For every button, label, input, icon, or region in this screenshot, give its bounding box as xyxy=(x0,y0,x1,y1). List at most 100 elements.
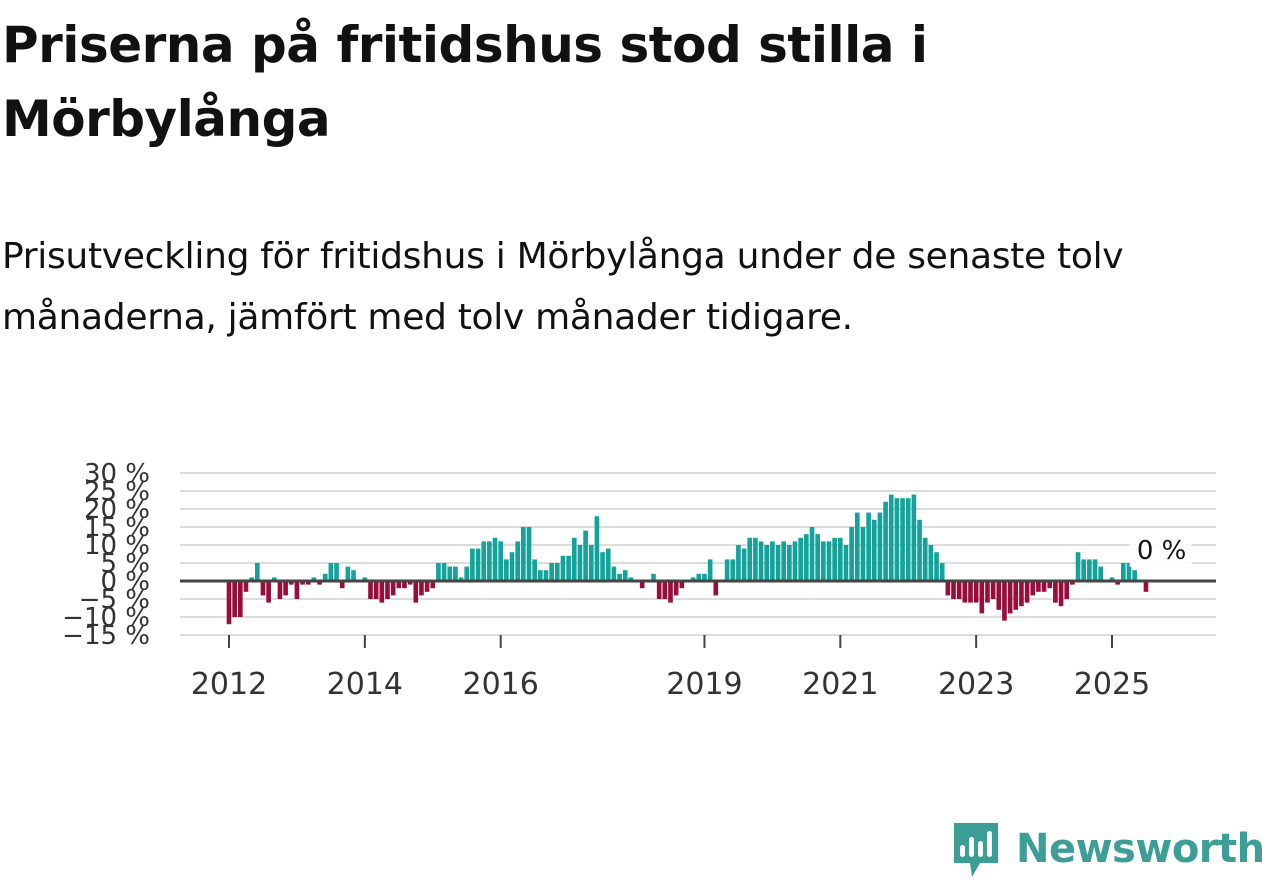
bar xyxy=(917,519,922,581)
bar xyxy=(973,581,979,603)
bar xyxy=(928,545,934,581)
bar xyxy=(730,559,736,581)
bar xyxy=(821,541,826,581)
bar xyxy=(979,581,985,614)
bar xyxy=(622,570,628,581)
bar xyxy=(770,541,775,581)
bar xyxy=(368,581,373,599)
y-axis-labels: 30 %25 %20 %15 %10 %5 %0 %−5 %−10 %−15 % xyxy=(62,459,150,651)
bar xyxy=(254,563,260,581)
bar xyxy=(487,541,492,581)
bar xyxy=(849,527,854,581)
bar xyxy=(237,581,243,617)
last-value-label: 0 % xyxy=(1137,536,1187,566)
bar xyxy=(854,512,860,581)
bar xyxy=(798,537,804,581)
bar xyxy=(305,581,311,585)
bar-chart: 30 %25 %20 %15 %10 %5 %0 %−5 %−10 %−15 %… xyxy=(62,459,1216,702)
bar xyxy=(860,527,866,581)
bar xyxy=(560,555,566,581)
bar xyxy=(509,552,515,581)
x-axis: 2012 2014 2016 2019 2021 2023 2025 xyxy=(191,635,1150,702)
bar xyxy=(702,573,707,581)
bar xyxy=(339,581,345,589)
bar xyxy=(1115,581,1120,585)
bar xyxy=(373,581,379,599)
bar xyxy=(837,537,843,581)
bar xyxy=(815,534,820,581)
bar xyxy=(900,498,905,581)
bar xyxy=(362,577,368,581)
bar xyxy=(832,537,837,581)
bar xyxy=(1041,581,1047,592)
bar xyxy=(713,581,719,596)
bar xyxy=(962,581,968,603)
bar xyxy=(758,541,764,581)
bar xyxy=(905,498,911,581)
x-tick-label: 2012 xyxy=(191,667,267,702)
bar xyxy=(379,581,385,603)
bar xyxy=(1092,559,1098,581)
bar xyxy=(1109,577,1115,581)
bar xyxy=(741,548,747,581)
bar xyxy=(588,545,594,581)
bar xyxy=(809,527,815,581)
x-tick-label: 2014 xyxy=(327,667,403,702)
bar xyxy=(424,581,430,592)
bar xyxy=(690,577,696,581)
bar xyxy=(447,566,453,581)
bar xyxy=(1036,581,1041,592)
bar xyxy=(385,581,390,599)
bar xyxy=(413,581,419,603)
bar xyxy=(1143,581,1149,592)
bar xyxy=(894,498,900,581)
bar xyxy=(628,577,634,581)
bar xyxy=(526,527,532,581)
bar xyxy=(334,563,339,581)
bar xyxy=(651,573,656,581)
bar xyxy=(764,545,770,581)
bar xyxy=(600,552,605,581)
bar xyxy=(939,563,945,581)
bar xyxy=(311,577,317,581)
bar xyxy=(792,541,798,581)
bar xyxy=(1132,570,1137,581)
bar xyxy=(475,548,481,581)
bar xyxy=(243,581,249,592)
bar xyxy=(458,577,464,581)
bar xyxy=(317,581,322,585)
bar xyxy=(492,537,498,581)
bar xyxy=(351,570,356,581)
bar xyxy=(498,541,504,581)
y-tick-label: 25 % xyxy=(84,477,150,507)
bar xyxy=(554,563,560,581)
bar xyxy=(407,581,413,585)
bar xyxy=(888,494,894,581)
x-tick-label: 2019 xyxy=(666,667,742,702)
bars xyxy=(226,494,1149,625)
bar xyxy=(843,545,849,581)
bar xyxy=(990,581,996,599)
x-tick-label: 2023 xyxy=(938,667,1014,702)
bar xyxy=(1007,581,1013,614)
bar xyxy=(515,541,520,581)
bar xyxy=(775,545,781,581)
bar xyxy=(583,530,588,581)
bar xyxy=(537,570,543,581)
bar xyxy=(441,563,447,581)
bar xyxy=(430,581,436,589)
bar xyxy=(611,566,617,581)
bar xyxy=(571,537,577,581)
y-tick-label: −10 % xyxy=(62,603,150,633)
y-tick-label: 15 % xyxy=(84,513,150,543)
bar xyxy=(283,581,288,596)
bar xyxy=(453,566,458,581)
bar xyxy=(985,581,990,603)
bar xyxy=(271,577,277,581)
bar xyxy=(883,501,888,581)
bar xyxy=(804,534,809,581)
bar xyxy=(968,581,973,603)
y-tick-label: 10 % xyxy=(84,531,150,561)
bar xyxy=(747,537,753,581)
bar xyxy=(1120,563,1126,581)
